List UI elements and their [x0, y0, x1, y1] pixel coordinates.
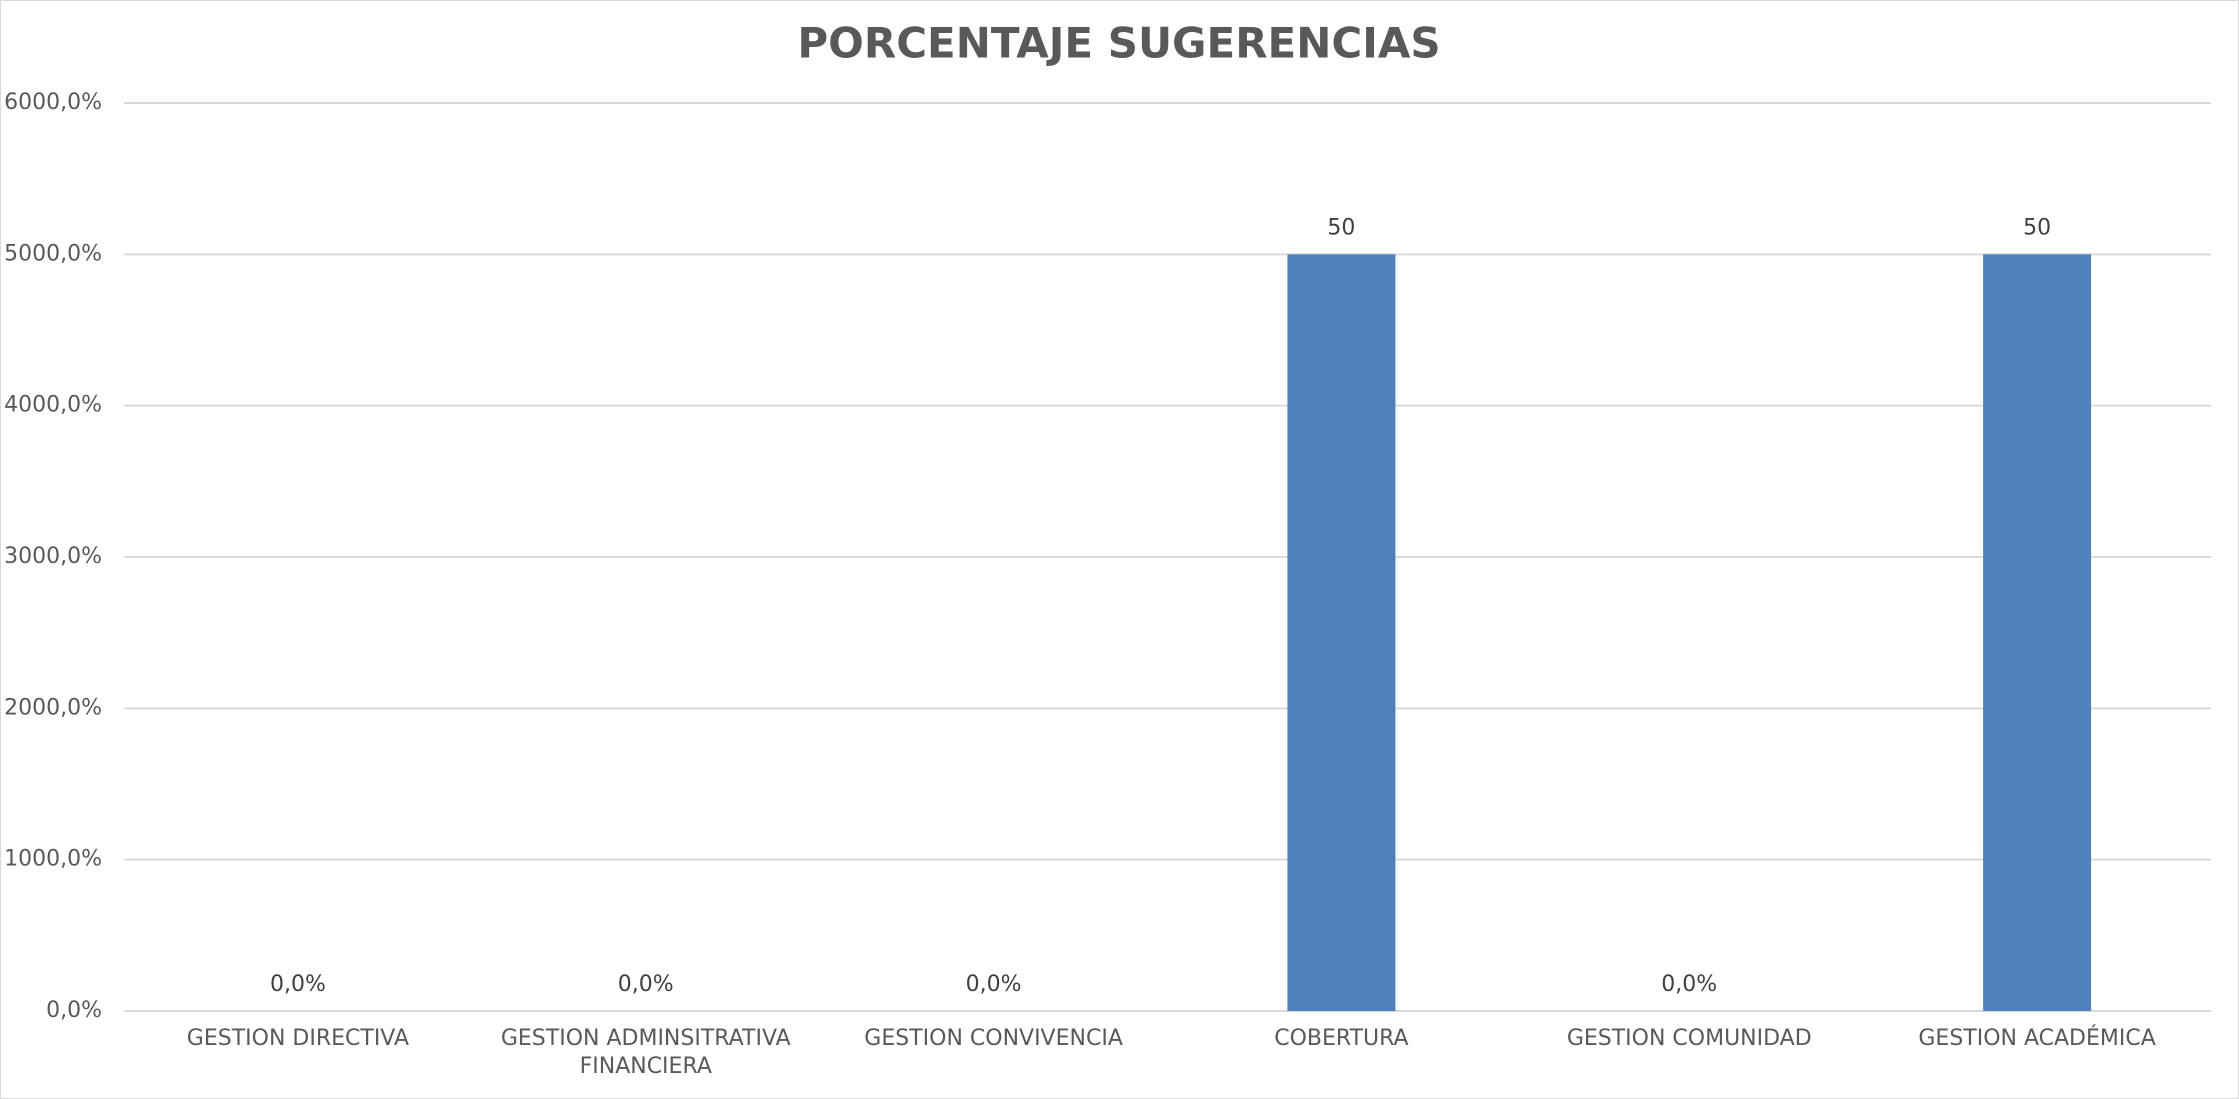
bar	[1287, 254, 1396, 1012]
chart-title: PORCENTAJE SUGERENCIAS	[797, 19, 1440, 68]
data-label: 50	[2023, 215, 2051, 240]
data-label: 50	[1327, 215, 1355, 240]
y-tick-label: 3000,0%	[4, 544, 102, 569]
data-label: 0,0%	[1661, 972, 1717, 997]
x-tick-label: COBERTURA	[1274, 1026, 1409, 1051]
data-label: 0,0%	[270, 972, 326, 997]
y-tick-label: 0,0%	[46, 998, 102, 1023]
y-tick-label: 1000,0%	[4, 847, 102, 872]
x-tick-label: GESTION COMUNIDAD	[1566, 1026, 1812, 1051]
data-label: 0,0%	[966, 972, 1022, 997]
y-tick-label: 4000,0%	[4, 393, 102, 418]
data-label: 0,0%	[618, 972, 674, 997]
y-tick-label: 6000,0%	[4, 90, 102, 115]
bar	[1983, 254, 2092, 1012]
x-tick-label: GESTION DIRECTIVA	[186, 1026, 409, 1051]
x-tick-label: GESTION CONVIVENCIA	[864, 1026, 1123, 1051]
x-tick-label: GESTION ACADÉMICA	[1918, 1026, 2156, 1051]
x-tick-label: GESTION ADMINSITRATIVA FINANCIERA	[500, 1026, 791, 1079]
y-tick-label: 5000,0%	[4, 241, 102, 266]
y-tick-label: 2000,0%	[4, 695, 102, 720]
